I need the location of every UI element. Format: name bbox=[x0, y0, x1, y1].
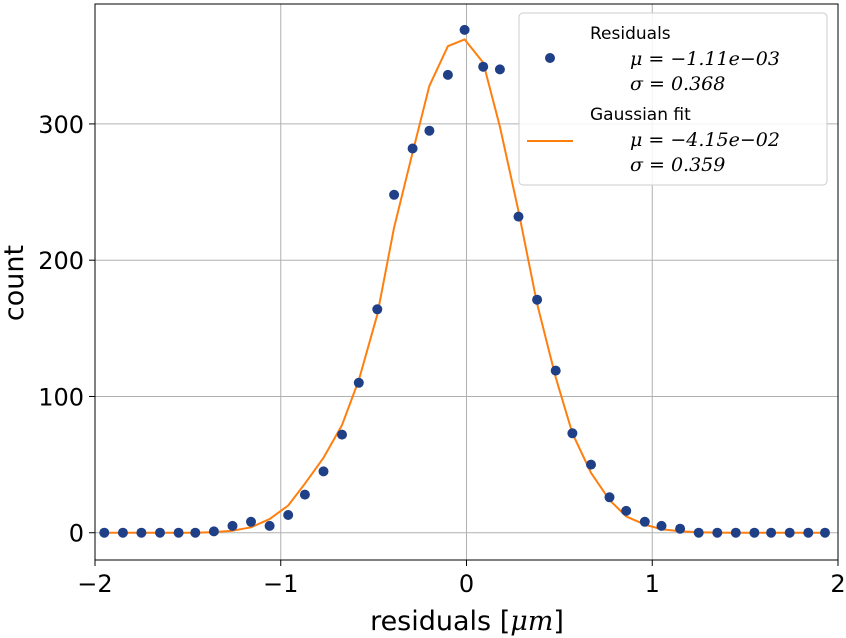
residual-data-point bbox=[532, 294, 543, 305]
residual-data-point bbox=[117, 527, 128, 538]
residual-data-point bbox=[155, 527, 165, 538]
x-axis-label-unit: μm bbox=[510, 606, 553, 637]
residual-data-point bbox=[730, 527, 741, 538]
residual-data-point bbox=[621, 505, 632, 516]
x-tick-label: −1 bbox=[263, 570, 298, 598]
residual-data-point bbox=[586, 459, 596, 470]
x-axis-label-close: ] bbox=[553, 606, 564, 637]
legend-box bbox=[518, 12, 828, 186]
residual-data-point bbox=[749, 527, 760, 538]
legend-mu-residuals: μ = −1.11e−03 bbox=[630, 48, 780, 70]
residual-data-point bbox=[283, 510, 294, 520]
residual-data-point bbox=[136, 527, 147, 538]
residual-data-point bbox=[712, 527, 723, 538]
residual-data-point bbox=[208, 526, 219, 537]
y-tick-label: 200 bbox=[38, 247, 84, 275]
residual-data-point bbox=[693, 527, 704, 538]
residual-data-point bbox=[318, 466, 329, 477]
residual-data-point bbox=[246, 516, 256, 527]
y-tick-label: 100 bbox=[38, 383, 84, 411]
legend-mu-fit: μ = −4.15e−02 bbox=[630, 129, 780, 151]
x-tick-label: −2 bbox=[77, 570, 112, 598]
residual-data-point bbox=[299, 489, 310, 500]
residual-data-point bbox=[513, 211, 524, 222]
residual-data-point bbox=[407, 143, 418, 154]
residual-data-point bbox=[353, 377, 364, 388]
y-tick-label: 300 bbox=[38, 111, 84, 139]
residual-data-point bbox=[173, 527, 184, 538]
residual-data-point bbox=[656, 520, 667, 531]
y-axis-label: count bbox=[0, 245, 30, 321]
legend-sigma-fit: σ = 0.359 bbox=[630, 154, 725, 176]
residual-data-point bbox=[766, 527, 777, 538]
residual-data-point bbox=[190, 527, 201, 538]
residual-data-point bbox=[604, 492, 615, 503]
y-tick-label: 0 bbox=[69, 520, 84, 548]
legend-label-residuals: Residuals bbox=[590, 24, 671, 44]
residual-data-point bbox=[478, 61, 489, 72]
residual-data-point bbox=[803, 527, 814, 538]
x-tick-label: 1 bbox=[645, 570, 660, 598]
residual-data-point bbox=[494, 64, 505, 75]
legend-marker-residuals bbox=[545, 53, 555, 63]
gaussian-fit-line bbox=[104, 38, 825, 534]
residual-data-point bbox=[442, 69, 453, 80]
residual-data-point bbox=[264, 520, 275, 531]
legend-sigma-residuals: σ = 0.368 bbox=[630, 73, 725, 95]
residual-data-point bbox=[389, 189, 400, 200]
fit-line-layer bbox=[104, 38, 825, 534]
data-points-layer bbox=[99, 24, 830, 538]
x-tick-label: 0 bbox=[459, 570, 474, 598]
residual-data-point bbox=[550, 365, 561, 376]
residual-data-point bbox=[675, 523, 686, 534]
residual-data-point bbox=[639, 516, 650, 527]
residual-data-point bbox=[459, 24, 470, 35]
residual-data-point bbox=[227, 520, 238, 531]
legend-label-fit: Gaussian fit bbox=[590, 105, 691, 125]
x-axis-label: residuals [μm] bbox=[370, 606, 564, 637]
residual-data-point bbox=[567, 428, 578, 439]
residual-data-point bbox=[784, 527, 795, 538]
residual-data-point bbox=[424, 125, 435, 136]
residual-data-point bbox=[372, 304, 383, 315]
residual-data-point bbox=[99, 527, 110, 538]
residual-data-point bbox=[337, 429, 347, 440]
residual-data-point bbox=[820, 527, 830, 538]
axis-ticks: −2 −1 0 1 2 0 100 200 300 bbox=[38, 111, 845, 598]
x-tick-label: 2 bbox=[830, 570, 845, 598]
legend: Residuals μ = −1.11e−03 σ = 0.368 Gaussi… bbox=[518, 12, 828, 186]
x-axis-label-text: residuals [ bbox=[370, 606, 510, 637]
